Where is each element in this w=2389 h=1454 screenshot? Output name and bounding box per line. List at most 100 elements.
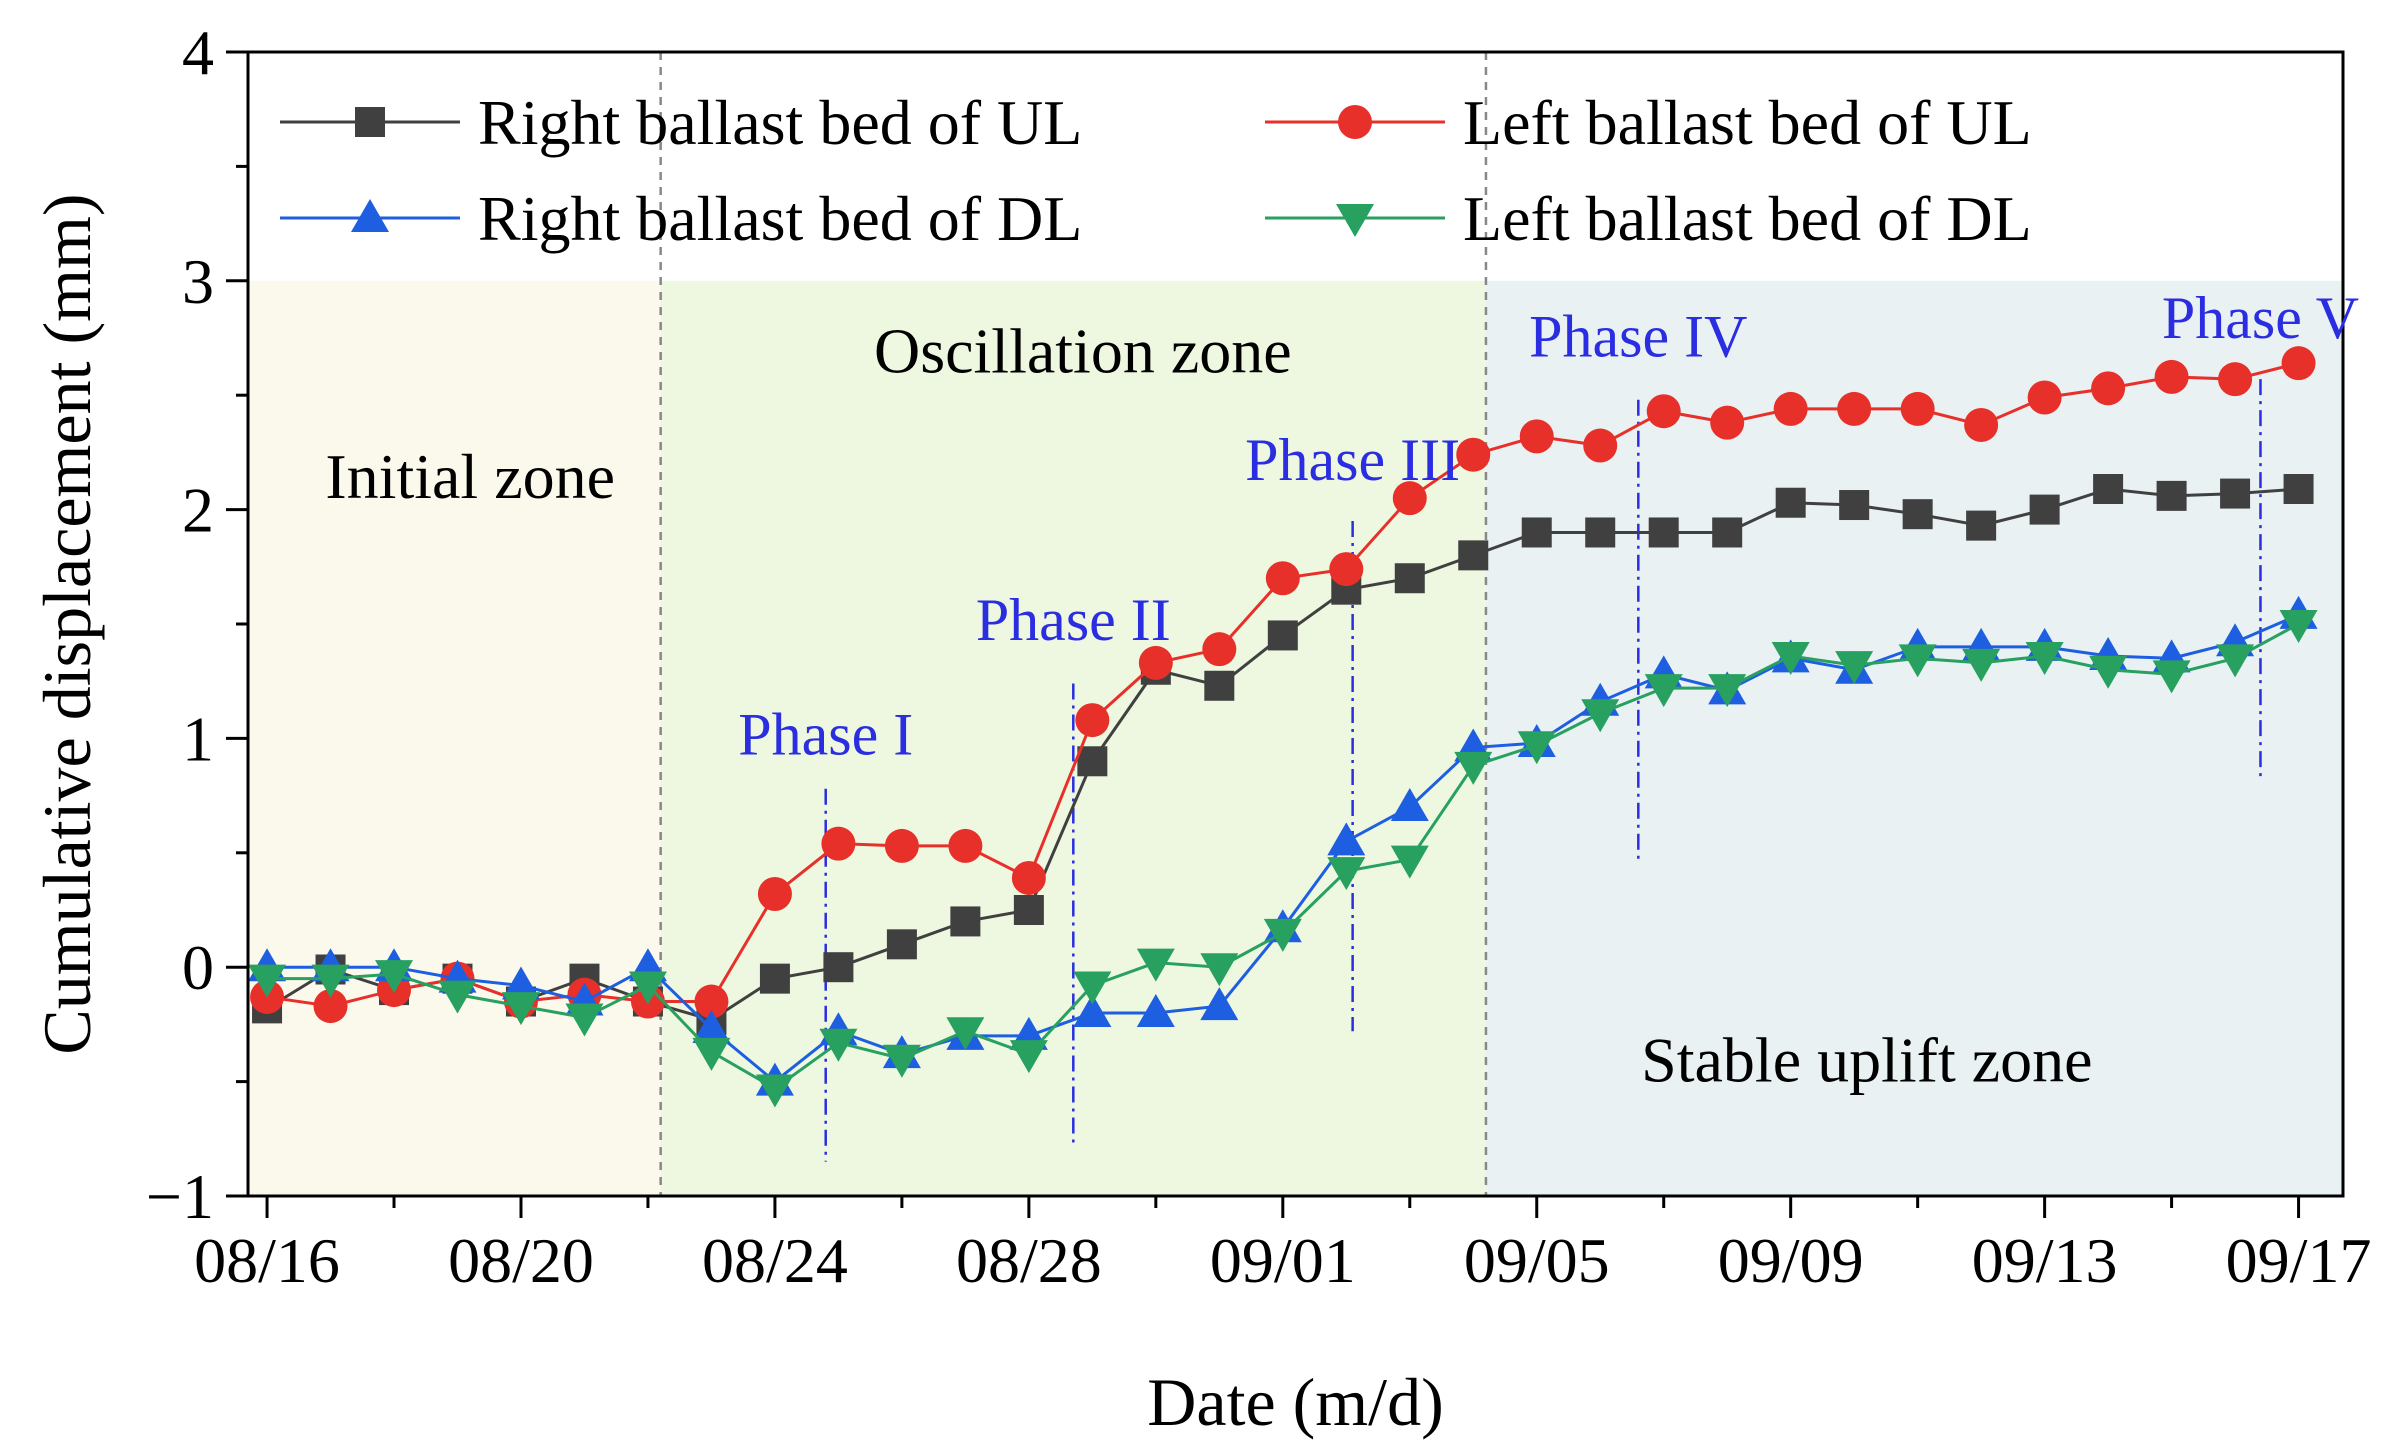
data-point-s2-4 <box>501 966 540 1000</box>
data-point-s0-24 <box>1775 487 1806 518</box>
data-point-s0-26 <box>1902 499 1933 530</box>
data-point-s2-17 <box>1327 822 1366 856</box>
legend-label-1: Left ballast bed of UL <box>1463 87 2032 158</box>
data-point-s1-10 <box>884 828 919 863</box>
data-point-s2-18 <box>1390 788 1429 822</box>
data-point-s1-23 <box>1710 405 1745 440</box>
y-axis-title: Cumulative displacement (mm) <box>29 193 105 1054</box>
data-point-s0-22 <box>1648 517 1679 548</box>
data-point-s3-16 <box>1263 918 1302 952</box>
data-point-s3-17 <box>1327 857 1366 891</box>
x-tick-label-0: 08/16 <box>194 1225 340 1296</box>
data-point-s0-25 <box>1839 490 1870 521</box>
x-tick-label-5: 09/05 <box>1464 1225 1610 1296</box>
phase-label-1: Phase II <box>976 587 1171 653</box>
data-point-s3-1 <box>311 964 350 998</box>
zone-band-0 <box>248 280 661 1196</box>
x-axis-title: Date (m/d) <box>1147 1364 1443 1440</box>
data-point-s1-24 <box>1773 391 1808 426</box>
series-layer <box>248 346 2318 1108</box>
data-point-s0-28 <box>2029 494 2060 525</box>
legend-label-2: Right ballast bed of DL <box>478 183 1082 254</box>
data-point-s1-32 <box>2281 346 2316 381</box>
data-point-s3-29 <box>2089 655 2128 689</box>
data-point-s1-29 <box>2091 371 2126 406</box>
data-point-s0-21 <box>1585 517 1616 548</box>
data-point-s3-18 <box>1390 845 1429 879</box>
x-tick-label-2: 08/24 <box>702 1225 848 1296</box>
data-point-s3-25 <box>1835 651 1874 685</box>
x-tick-label-3: 08/28 <box>956 1225 1102 1296</box>
data-point-s0-10 <box>886 929 917 960</box>
data-point-s1-21 <box>1583 428 1618 463</box>
data-point-s3-19 <box>1454 751 1493 785</box>
data-point-s0-19 <box>1458 540 1489 571</box>
x-tick-label-1: 08/20 <box>448 1225 594 1296</box>
data-point-s1-11 <box>948 828 983 863</box>
data-point-s3-3 <box>438 980 477 1014</box>
data-point-s0-20 <box>1521 517 1552 548</box>
data-point-s0-12 <box>1013 895 1044 925</box>
zone-band-2 <box>1485 280 2343 1196</box>
data-point-s1-9 <box>821 826 856 861</box>
data-point-s3-13 <box>1073 971 1112 1005</box>
data-point-s3-11 <box>946 1017 985 1051</box>
data-point-s3-7 <box>692 1037 731 1071</box>
axes: −1 0 1 2 3 4 08/16 08/20 08/24 08/28 09/01 09/05 09/… <box>29 17 2371 1440</box>
phase-label-0: Phase I <box>738 701 913 767</box>
data-point-s3-20 <box>1517 731 1556 765</box>
data-point-s1-18 <box>1392 481 1427 516</box>
data-point-s1-28 <box>2027 380 2062 415</box>
data-point-s3-21 <box>1581 699 1620 733</box>
data-point-s3-10 <box>882 1044 921 1078</box>
y-tick-label-0: −1 <box>146 1161 214 1232</box>
data-point-s3-30 <box>2152 660 2191 694</box>
x-tick-label-8: 09/17 <box>2226 1225 2372 1296</box>
data-point-s0-27 <box>1966 510 1997 541</box>
data-point-s3-31 <box>2216 644 2255 678</box>
y-tick-label-2: 1 <box>182 703 214 774</box>
zone-label-2: Stable uplift zone <box>1641 1025 2092 1096</box>
data-point-s3-24 <box>1771 642 1810 676</box>
data-point-s1-7 <box>694 984 729 1019</box>
data-point-s0-23 <box>1712 517 1743 548</box>
data-point-s2-13 <box>1073 993 1112 1027</box>
data-point-s3-14 <box>1136 948 1175 982</box>
data-point-s1-17 <box>1329 552 1364 587</box>
data-point-s3-15 <box>1200 953 1239 987</box>
data-point-s3-0 <box>248 964 287 998</box>
data-point-s0-32 <box>2283 474 2314 505</box>
data-point-s2-15 <box>1200 987 1239 1021</box>
legend: Right ballast bed of UL Left ballast bed … <box>280 87 2032 254</box>
data-point-s3-32 <box>2279 610 2318 643</box>
data-point-s3-9 <box>819 1028 858 1062</box>
data-point-s2-7 <box>692 1009 731 1043</box>
data-point-s1-1 <box>313 989 348 1024</box>
data-point-s3-26 <box>1898 644 1937 678</box>
y-tick-label-1: 0 <box>182 932 214 1003</box>
data-point-s0-16 <box>1267 620 1298 651</box>
data-point-s0-30 <box>2156 480 2187 511</box>
legend-marker-1 <box>1338 105 1372 139</box>
data-point-s0-29 <box>2093 474 2124 505</box>
zone-dividers <box>659 52 1488 1196</box>
y-tick-label-3: 2 <box>182 475 214 546</box>
x-tick-label-4: 09/01 <box>1210 1225 1356 1296</box>
data-point-s3-12 <box>1009 1040 1048 1074</box>
data-point-s1-15 <box>1202 632 1237 667</box>
data-point-s1-22 <box>1646 394 1681 429</box>
zone-label-0: Initial zone <box>325 441 615 512</box>
data-point-s0-11 <box>950 906 981 937</box>
data-point-s1-16 <box>1265 561 1300 596</box>
legend-marker-2 <box>351 199 389 232</box>
data-point-s3-2 <box>375 960 414 994</box>
data-point-s1-19 <box>1456 437 1491 472</box>
data-point-s3-23 <box>1708 674 1747 708</box>
data-point-s0-8 <box>759 963 790 994</box>
data-point-s1-14 <box>1138 645 1173 680</box>
data-point-s3-8 <box>755 1074 794 1108</box>
data-point-s1-8 <box>757 876 792 911</box>
data-point-s3-27 <box>1962 648 2001 682</box>
phase-label-3: Phase IV <box>1529 303 1747 369</box>
